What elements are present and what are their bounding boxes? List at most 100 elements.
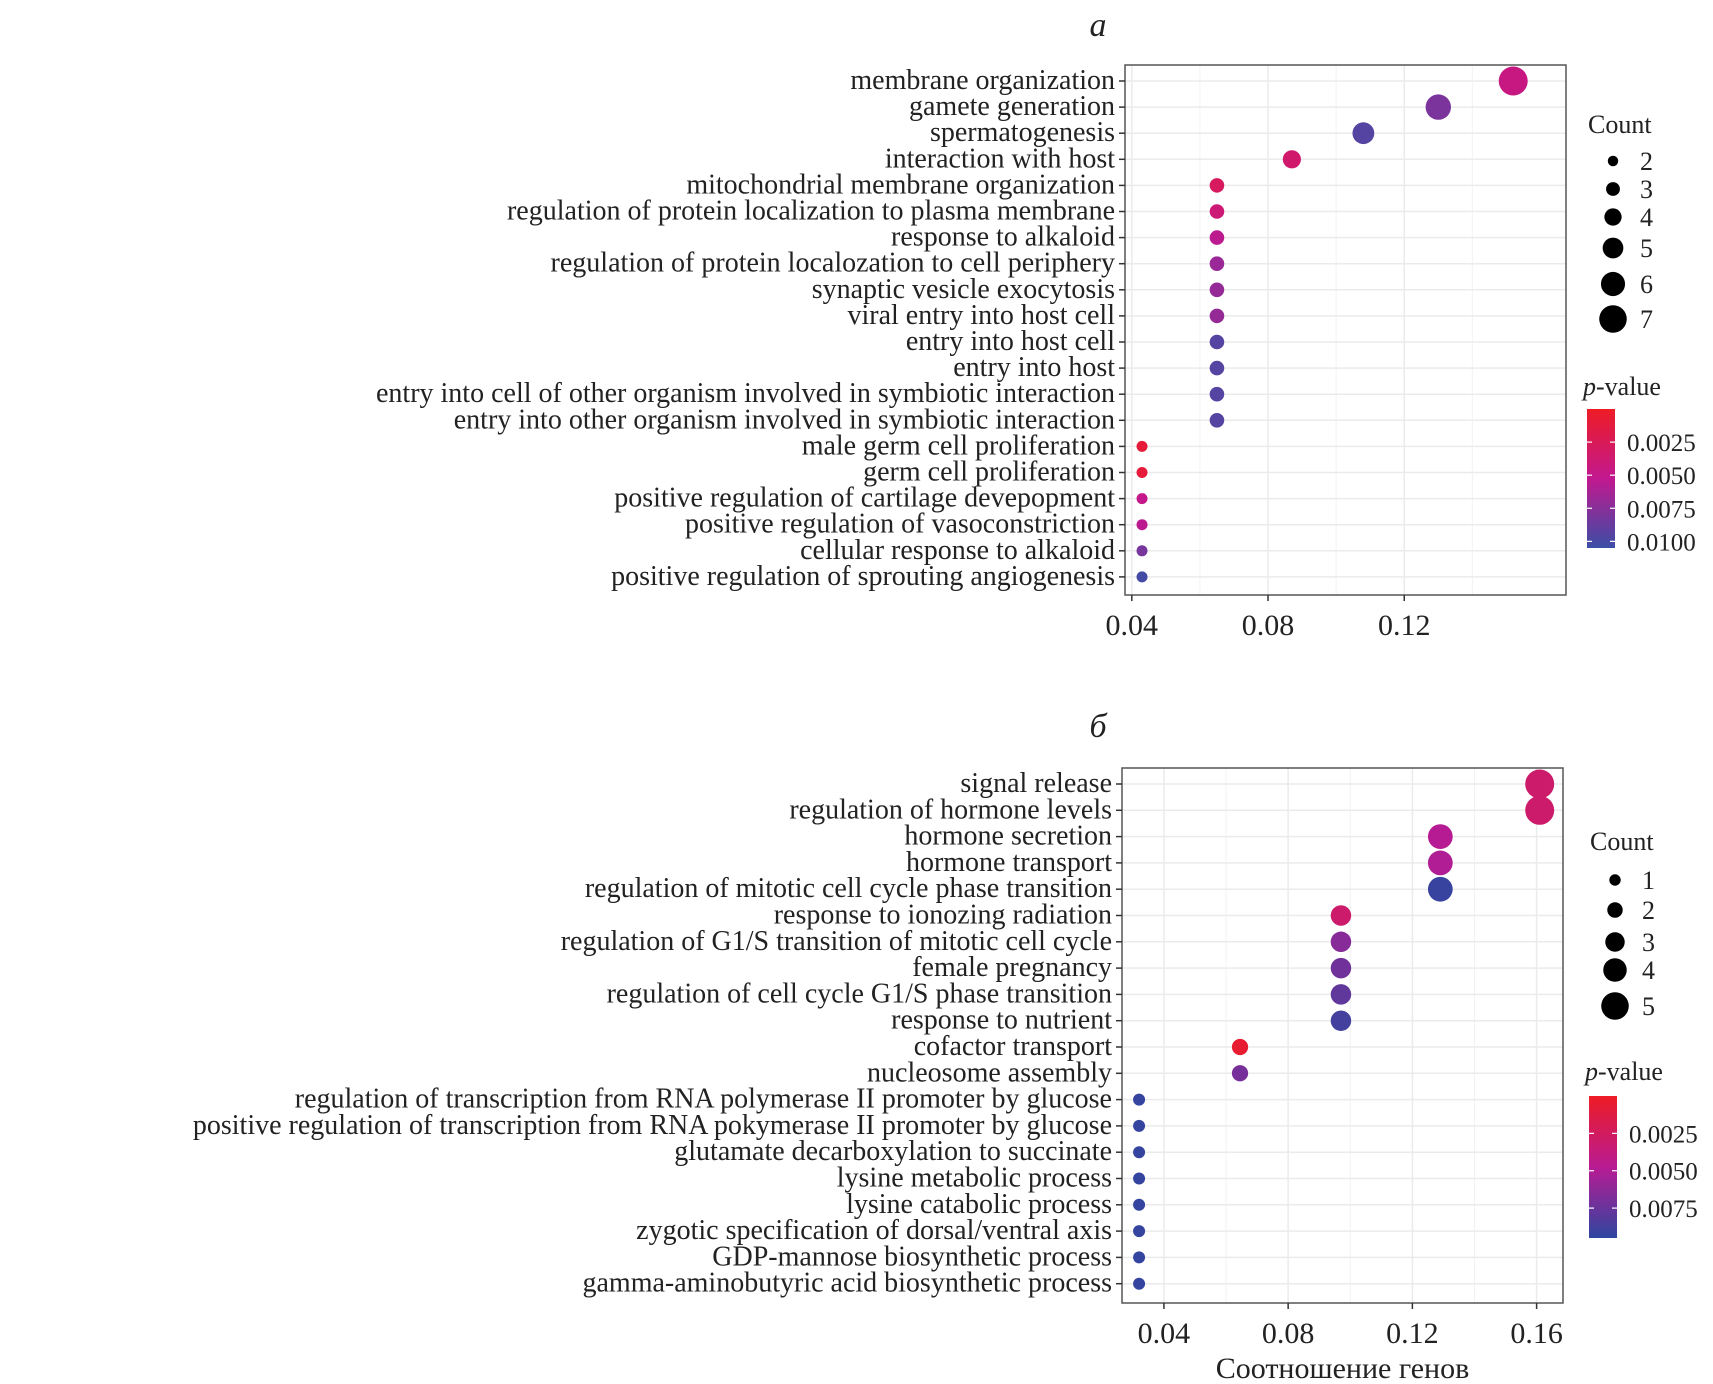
y-tick-label: female pregnancy [912,952,1112,983]
colorbar-tick-label: 0.0025 [1629,1121,1698,1148]
y-tick-label: germ cell proliferation [863,457,1115,488]
y-tick-label: glutamate decarboxylation to succinate [674,1136,1112,1167]
y-tick-label: lysine catabolic process [846,1189,1112,1220]
data-point [1136,493,1148,505]
y-tick-label: response to alkaloid [891,222,1115,253]
y-tick-label: regulation of cell cycle G1/S phase tran… [607,978,1112,1009]
data-point [1209,334,1225,350]
pvalue-colorbar [1589,1096,1617,1238]
count-legend-key [1604,208,1622,226]
y-tick-label: viral entry into host cell [848,300,1116,331]
y-tick-label: entry into host [953,352,1115,383]
count-legend-key [1601,992,1629,1020]
y-tick-label: zygotic specification of dorsal/ventral … [636,1215,1112,1246]
data-point [1136,467,1148,478]
panel-label: б [1089,708,1108,745]
y-tick-label: nucleosome assembly [867,1057,1112,1088]
data-point [1231,1065,1249,1082]
count-legend-label: 2 [1640,147,1653,176]
x-tick-label: 0.12 [1378,609,1431,642]
y-tick-label: lysine metabolic process [837,1163,1112,1194]
x-tick-label: 0.08 [1262,1317,1315,1350]
y-tick-label: cofactor transport [914,1031,1112,1062]
y-tick-label: regulation of protein localozation to ce… [551,248,1115,279]
pvalue-legend-title: p-value [1581,372,1661,401]
data-point [1498,66,1528,96]
data-point [1209,413,1225,428]
count-legend-label: 4 [1642,956,1655,985]
y-tick-label: hormone transport [906,847,1112,878]
y-tick-label: signal release [960,768,1112,799]
y-tick-label: positive regulation of sprouting angioge… [611,561,1115,592]
plot-area [1125,65,1566,595]
y-tick-label: hormone secretion [904,821,1112,852]
x-tick-label: 0.16 [1510,1317,1563,1350]
count-legend: Count 12 34 5 [1590,827,1655,1021]
data-point [1525,769,1555,799]
y-tick-label: gamete generation [909,91,1115,122]
count-legend-key [1609,874,1621,886]
y-tick-label: interaction with host [885,143,1115,174]
count-legend-label: 3 [1642,928,1655,957]
data-point [1209,386,1225,402]
y-tick-label: positive regulation of transcription fro… [193,1110,1112,1141]
y-tick-label: regulation of protein localization to pl… [507,196,1115,227]
x-tick-label: 0.04 [1106,609,1159,642]
data-point [1209,204,1225,219]
data-point [1427,850,1453,876]
count-legend-key [1606,182,1620,196]
panel-label: a [1090,7,1107,44]
data-point [1136,519,1148,531]
data-point [1133,1093,1146,1106]
colorbar-tick-label: 0.0050 [1627,463,1696,490]
data-point [1427,824,1453,849]
y-tick-label: gamma-aminobutyric acid biosynthetic pro… [582,1268,1112,1299]
y-tick-label: positive regulation of vasoconstriction [685,509,1115,540]
count-legend-label: 5 [1642,992,1655,1021]
count-legend-label: 5 [1640,234,1653,263]
count-legend-label: 1 [1642,866,1655,895]
data-point [1231,1038,1249,1056]
data-point [1136,545,1148,557]
data-point [1330,1010,1352,1031]
data-point [1282,150,1301,169]
y-tick-label: cellular response to alkaloid [800,535,1115,566]
data-point [1209,230,1225,245]
data-point [1209,308,1225,324]
colorbar-tick-label: 0.0025 [1627,430,1696,457]
data-point [1133,1251,1146,1264]
colorbar-tick-label: 0.0075 [1629,1196,1698,1223]
x-axis-label: Соотношение генов [1216,1352,1470,1384]
count-legend-key [1602,237,1624,259]
y-tick-label: GDP-mannose biosynthetic process [712,1241,1112,1272]
plot-border [1121,767,1564,1304]
y-tick-label: response to nutrient [891,1005,1112,1036]
data-point [1136,440,1148,452]
data-point [1209,360,1225,376]
pvalue-legend: p-value 0.0025 0.0050 0.0075 0.0100 [1581,372,1696,556]
data-point [1330,984,1352,1005]
count-legend-key [1607,155,1619,167]
data-point [1330,905,1352,926]
pvalue-colorbar [1587,409,1615,548]
y-tick-label: regulation of G1/S transition of mitotic… [561,926,1112,957]
colorbar-tick-label: 0.0100 [1627,529,1696,556]
data-point [1133,1225,1146,1238]
y-tick-label: response to ionozing radiation [774,900,1112,931]
data-point [1525,795,1555,825]
y-tick-label: entry into other organism involved in sy… [454,404,1115,435]
data-point [1133,1146,1146,1159]
count-legend-title: Count [1588,110,1652,139]
data-point [1330,957,1352,979]
count-legend-key [1599,305,1627,333]
y-tick-label: regulation of transcription from RNA pol… [295,1084,1112,1115]
plot-area [1122,768,1563,1303]
x-tick-label: 0.04 [1138,1317,1191,1350]
y-tick-label: positive regulation of cartilage devepop… [614,483,1115,514]
colorbar-tick-label: 0.0050 [1629,1159,1698,1186]
colorbar-tick-label: 0.0075 [1627,496,1696,523]
